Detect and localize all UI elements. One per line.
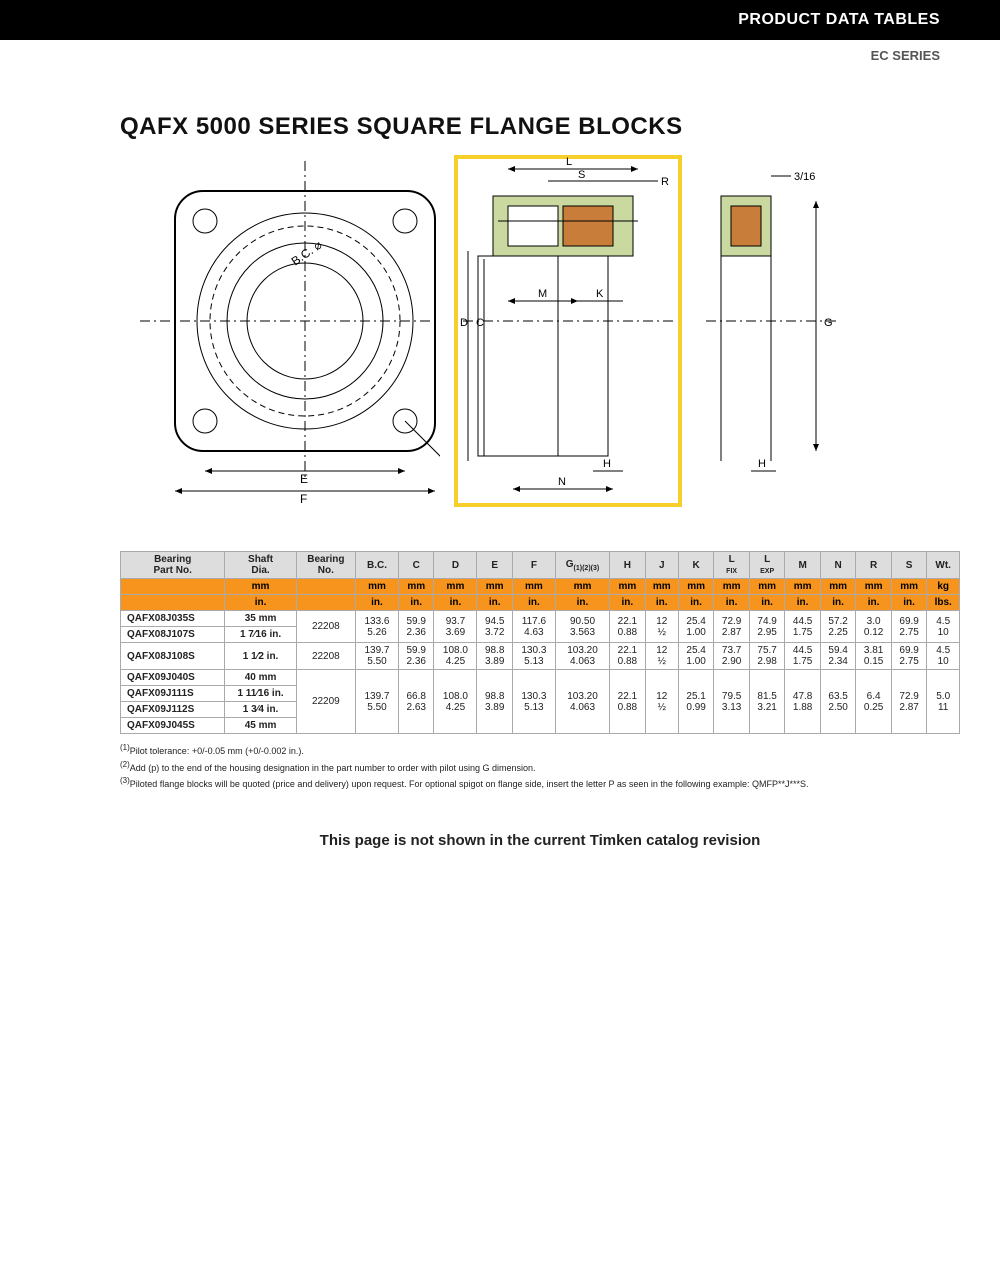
series-row: EC SERIES bbox=[0, 40, 1000, 63]
col-2: BearingNo. bbox=[296, 552, 355, 579]
diagram-area: B.C. ⌀ E F E F J BOLT SIZE bbox=[120, 151, 960, 511]
dim-h: H bbox=[603, 458, 611, 470]
dim-d: D bbox=[460, 317, 468, 329]
table-row: QAFX08J035S35 mm22208133.65.2659.92.3693… bbox=[121, 611, 960, 627]
col-5: D bbox=[434, 552, 477, 579]
table-body: QAFX08J035S35 mm22208133.65.2659.92.3693… bbox=[121, 611, 960, 734]
col-4: C bbox=[398, 552, 434, 579]
header-bar: PRODUCT DATA TABLES bbox=[0, 0, 1000, 40]
table-row: QAFX09J040S40 mm22209139.75.5066.82.6310… bbox=[121, 670, 960, 686]
table-row: QAFX08J108S1 1⁄2 in.22208139.75.5059.92.… bbox=[121, 643, 960, 670]
col-14: M bbox=[785, 552, 821, 579]
col-3: B.C. bbox=[356, 552, 399, 579]
col-15: N bbox=[820, 552, 856, 579]
col-1: ShaftDia. bbox=[225, 552, 296, 579]
col-11: K bbox=[678, 552, 714, 579]
content: QAFX 5000 SERIES SQUARE FLANGE BLOCKS B.… bbox=[0, 63, 1000, 849]
col-8: G(1)(2)(3) bbox=[555, 552, 609, 579]
dim-s: S bbox=[578, 169, 585, 181]
dim-l: L bbox=[566, 156, 572, 168]
col-18: Wt. bbox=[927, 552, 960, 579]
col-10: J bbox=[645, 552, 678, 579]
table-unit-row-mm: mmmmmmmmmmmmmmmmmmmmmmmmmmmmmmmmkg bbox=[121, 579, 960, 595]
page: PRODUCT DATA TABLES EC SERIES QAFX 5000 … bbox=[0, 0, 1000, 849]
footnotes: (1)Pilot tolerance: +0/-0.05 mm (+0/-0.0… bbox=[120, 742, 960, 792]
svg-text:H: H bbox=[758, 458, 766, 470]
dim-r: R bbox=[661, 176, 669, 188]
footnote-2: Add (p) to the end of the housing design… bbox=[130, 763, 536, 773]
data-table: BearingPart No.ShaftDia.BearingNo.B.C.CD… bbox=[120, 551, 960, 734]
col-13: LEXP bbox=[749, 552, 785, 579]
diagram-front: B.C. ⌀ E F E F J BOLT SIZE bbox=[120, 151, 440, 511]
dim-c: C bbox=[476, 317, 484, 329]
col-12: LFIX bbox=[714, 552, 750, 579]
diagram-section: L S R D C M K H bbox=[448, 151, 688, 511]
header-title: PRODUCT DATA TABLES bbox=[738, 11, 940, 29]
dim-m: M bbox=[538, 288, 547, 300]
data-table-wrap: BearingPart No.ShaftDia.BearingNo.B.C.CD… bbox=[120, 551, 960, 734]
footnote-3: Piloted flange blocks will be quoted (pr… bbox=[130, 779, 809, 789]
dim-f: F bbox=[300, 492, 307, 506]
dim-k: K bbox=[596, 288, 604, 300]
series-label: EC SERIES bbox=[871, 48, 940, 63]
frac-label: 3/16 bbox=[794, 171, 815, 183]
table-header-row: BearingPart No.ShaftDia.BearingNo.B.C.CD… bbox=[121, 552, 960, 579]
footnote-1: Pilot tolerance: +0/-0.05 mm (+0/-0.002 … bbox=[130, 746, 304, 756]
dim-n: N bbox=[558, 476, 566, 488]
col-0: BearingPart No. bbox=[121, 552, 225, 579]
col-6: E bbox=[477, 552, 513, 579]
dim-e: E bbox=[300, 472, 308, 486]
diagram-side: G 3/16 H bbox=[696, 151, 846, 511]
col-7: F bbox=[512, 552, 555, 579]
catalog-notice: This page is not shown in the current Ti… bbox=[120, 832, 960, 849]
col-9: H bbox=[610, 552, 646, 579]
dim-bc: B.C. ⌀ bbox=[289, 238, 325, 269]
dim-g: G bbox=[824, 317, 833, 329]
page-title: QAFX 5000 SERIES SQUARE FLANGE BLOCKS bbox=[120, 113, 960, 141]
table-unit-row-in: in.in.in.in.in.in.in.in.in.in.in.in.in.i… bbox=[121, 595, 960, 611]
col-17: S bbox=[891, 552, 927, 579]
col-16: R bbox=[856, 552, 892, 579]
